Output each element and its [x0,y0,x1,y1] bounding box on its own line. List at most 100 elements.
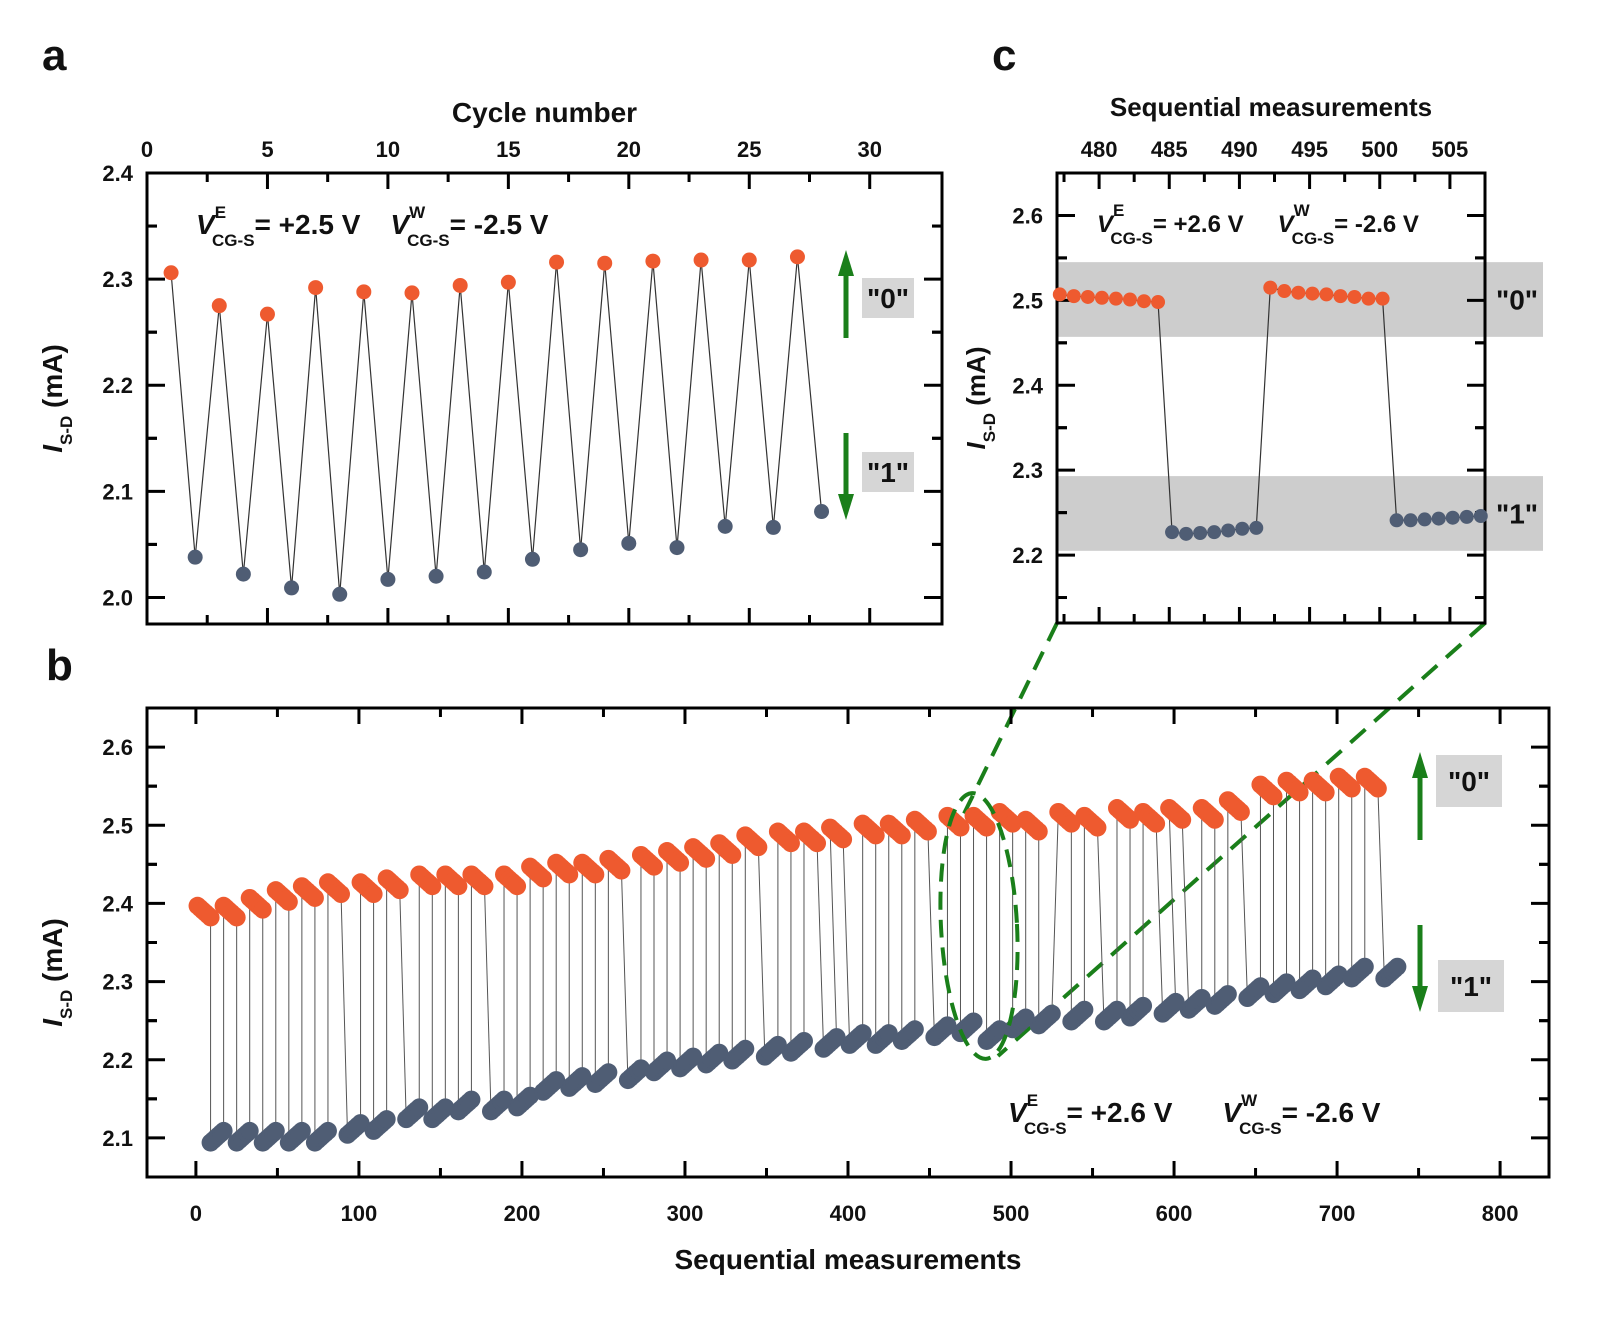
write-voltage-subscript: CG-S [1292,229,1335,248]
panel-label-a: a [42,31,67,80]
x-axis-title: Sequential measurements [674,1244,1021,1275]
data-point-state-0 [612,861,631,880]
transition-line [927,829,935,1038]
data-point-state-1 [768,1035,787,1054]
y-tick-label: 2.3 [1012,458,1043,483]
zoom-highlight-ellipse [938,791,1020,1061]
data-point-state-1 [1249,520,1264,535]
data-point-state-1 [1218,985,1237,1004]
x-tick-label: 300 [667,1201,704,1226]
write-voltage-symbol: V [1278,211,1296,238]
transition-line [620,869,629,1081]
data-point-state-0 [279,892,298,911]
state-0-label-box [1436,755,1502,807]
data-point-state-0 [723,845,742,864]
data-point-state-1 [684,1047,703,1066]
erase-voltage-symbol: V [1008,1097,1029,1128]
erase-voltage-subscript: CG-S [212,231,255,250]
data-point-state-1 [1134,996,1153,1015]
data-point-state-0 [500,274,516,290]
connector-line-left [956,622,1059,827]
panel-b-chart: 0 100 200 300 400 500 600 700 800 2.1 2.2 2.3 2.4 2.5… [37,706,1551,1275]
data-point-state-1 [380,571,396,587]
data-point-state-0 [1205,810,1224,829]
state-0-label: "0" [867,283,909,314]
state-0-label: "0" [1448,766,1490,797]
panel-label-c: c [992,31,1016,80]
y-tick-label: 2.0 [102,585,133,610]
panel-a-chart: 0 5 10 15 20 25 30 2.0 2.1 2.2 2.3 2.4 Cycle number I… [37,97,944,626]
y-tick-label: 2.3 [102,970,133,995]
data-point-state-0 [1263,280,1278,295]
x-tick-label: 15 [496,137,520,162]
y-axis-unit: (mA) [37,344,68,416]
state-0-label-box [862,278,914,318]
y-tick-label: 2.4 [1012,373,1043,398]
data-point-state-0 [253,900,272,919]
data-point-state-1 [964,1012,983,1031]
data-point-state-0 [1361,291,1376,306]
transition-line [757,845,766,1057]
data-point-state-0 [586,865,605,884]
write-voltage-superscript: W [1241,1091,1258,1110]
data-point-state-1 [1016,1008,1035,1027]
data-point-state-0 [741,252,757,268]
data-point-state-0 [364,885,383,904]
state-1-label: "1" [867,457,909,488]
data-point-state-0 [808,834,827,853]
plot-frame [145,171,944,626]
data-point-state-1 [599,1063,618,1082]
data-point-state-0 [1231,802,1250,821]
x-tick-label: 400 [830,1201,867,1226]
x-tick-label: 500 [993,1201,1030,1226]
panel-c-chart: 480 485 490 495 500 505 2.2 2.3 2.4 2.5 2.6 Sequent… [961,92,1543,625]
data-point-state-1 [1107,1000,1126,1019]
erase-voltage-symbol: V [1097,211,1115,238]
data-point-state-0 [1290,783,1309,802]
arrow-up-icon [838,250,854,276]
data-point-state-1 [240,1121,259,1140]
state-1-label-box [862,452,914,492]
data-point-state-0 [1375,291,1390,306]
data-point-state-1 [1166,992,1185,1011]
transition-line [1096,826,1105,1022]
data-point-state-1 [1445,510,1460,525]
y-tick-label: 2.1 [102,1126,133,1151]
data-point-state-1 [351,1114,370,1133]
arrow-down-icon [1412,986,1428,1012]
x-tick-label: 0 [190,1201,202,1226]
y-tick-label: 2.2 [1012,543,1043,568]
state-0-band-label: "0" [1496,285,1538,316]
data-point-state-0 [1088,818,1107,837]
data-point-state-0 [534,869,553,888]
transition-line [842,837,851,1045]
transition-line [399,888,407,1120]
data-point-state-1 [1207,525,1222,540]
data-point-state-0 [356,284,372,300]
data-point-state-1 [1388,957,1407,976]
data-point-state-0 [597,255,613,271]
x-axis-title: Cycle number [452,97,637,128]
data-point-state-0 [1080,289,1095,304]
data-point-state-1 [710,1043,729,1062]
y-axis-title: IS-D (mA) [37,344,76,453]
data-point-state-0 [781,834,800,853]
data-point-state-1 [1303,969,1322,988]
data-point-state-1 [428,568,444,584]
transition-line [483,884,492,1112]
data-point-state-0 [305,888,324,907]
x-tick-label: 100 [341,1201,378,1226]
x-tick-label: 500 [1361,137,1398,162]
y-axis-unit: (mA) [961,347,991,413]
y-axis-symbol: I [961,441,991,449]
data-point-state-1 [284,580,300,596]
erase-voltage-subscript: CG-S [1024,1119,1067,1138]
data-point-state-0 [227,908,246,927]
data-point-state-0 [866,826,885,845]
y-tick-label: 2.1 [102,479,133,504]
x-tick-label: 505 [1432,137,1469,162]
write-voltage-subscript: CG-S [407,231,450,250]
x-tick-label: 600 [1156,1201,1193,1226]
transition-line [1051,812,1059,1016]
data-point-state-1 [1192,988,1211,1007]
